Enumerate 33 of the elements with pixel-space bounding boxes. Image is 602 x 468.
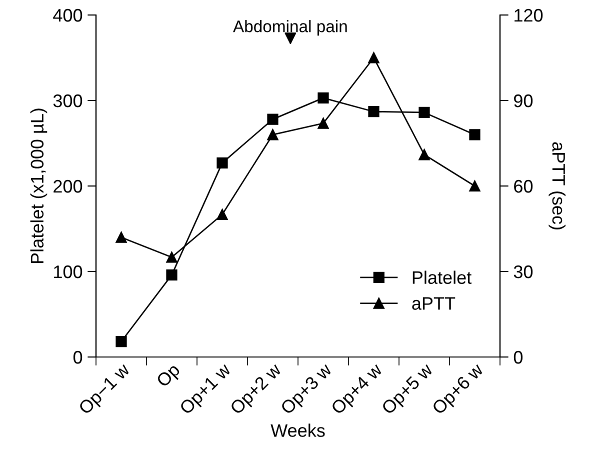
annotation: Abdominal pain [233, 20, 347, 36]
point [418, 106, 430, 118]
y2-tick-label: 120 [514, 8, 543, 22]
y2-tick-label: 30 [514, 265, 533, 278]
point [368, 106, 380, 118]
legend-label: Platelet [412, 270, 472, 284]
point [318, 92, 329, 104]
point [469, 180, 480, 192]
y-tick-label: 100 [54, 265, 82, 278]
point [368, 52, 380, 64]
y2-tick-label: 60 [514, 180, 533, 193]
point [318, 118, 329, 129]
point [166, 252, 178, 263]
point [267, 114, 278, 125]
point [166, 269, 178, 280]
point [469, 129, 480, 140]
y-tick-label: 400 [53, 8, 82, 22]
legend-label: aPTT [412, 297, 456, 310]
y-axis-title: Platelet (x1,000 µL) [30, 108, 48, 263]
x-axis-title: Weeks [270, 424, 325, 437]
point [216, 157, 228, 168]
y-tick-label: 300 [53, 94, 82, 108]
point [418, 149, 430, 160]
point [216, 208, 228, 220]
x-tick-label: Op [156, 362, 184, 390]
y2-tick-label: 90 [514, 94, 533, 108]
point [116, 232, 127, 243]
y2-axis-title: aPTT (sec) [548, 142, 566, 230]
y2-tick-label: 0 [514, 350, 523, 364]
y-tick-label: 0 [73, 350, 82, 364]
y-tick-label: 200 [54, 180, 82, 193]
point [116, 336, 127, 348]
point [267, 129, 278, 140]
